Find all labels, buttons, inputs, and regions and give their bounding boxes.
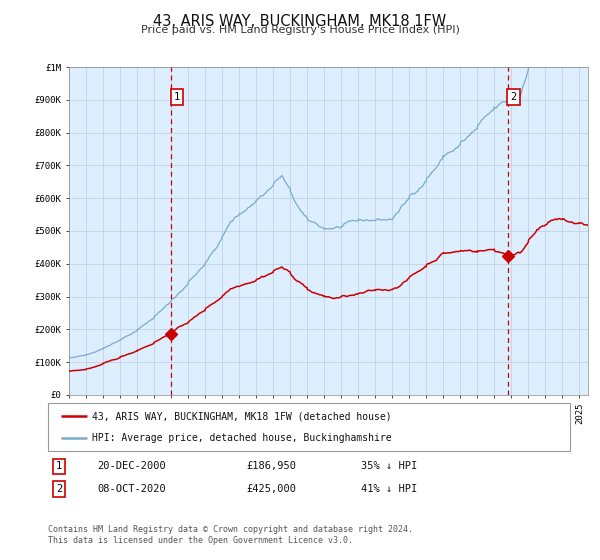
Text: 20-DEC-2000: 20-DEC-2000 [98,461,166,472]
Text: 2: 2 [56,484,62,494]
Text: HPI: Average price, detached house, Buckinghamshire: HPI: Average price, detached house, Buck… [92,433,392,443]
Text: 08-OCT-2020: 08-OCT-2020 [98,484,166,494]
Text: Contains HM Land Registry data © Crown copyright and database right 2024.: Contains HM Land Registry data © Crown c… [48,525,413,534]
Text: £186,950: £186,950 [247,461,296,472]
Text: 43, ARIS WAY, BUCKINGHAM, MK18 1FW (detached house): 43, ARIS WAY, BUCKINGHAM, MK18 1FW (deta… [92,411,392,421]
Text: 35% ↓ HPI: 35% ↓ HPI [361,461,418,472]
Text: This data is licensed under the Open Government Licence v3.0.: This data is licensed under the Open Gov… [48,536,353,545]
Text: Price paid vs. HM Land Registry's House Price Index (HPI): Price paid vs. HM Land Registry's House … [140,25,460,35]
Text: 43, ARIS WAY, BUCKINGHAM, MK18 1FW: 43, ARIS WAY, BUCKINGHAM, MK18 1FW [154,14,446,29]
Text: 41% ↓ HPI: 41% ↓ HPI [361,484,418,494]
Text: 2: 2 [511,92,517,102]
Text: 1: 1 [56,461,62,472]
Text: 1: 1 [173,92,179,102]
Text: £425,000: £425,000 [247,484,296,494]
